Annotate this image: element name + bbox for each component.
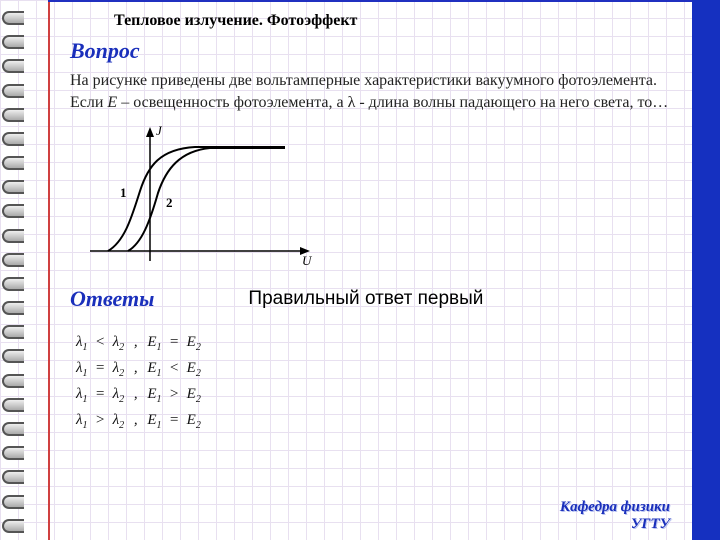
answer-options: λ1 < λ2 , E1 = E2 λ1 = λ2 , E1 < E2 λ1 =… xyxy=(76,330,670,434)
curve1-label: 1 xyxy=(120,185,127,200)
axis-x-label: U xyxy=(302,253,313,268)
question-text: На рисунке приведены две вольтамперные х… xyxy=(70,70,670,113)
topic-title: Тепловое излучение. Фотоэффект xyxy=(114,12,670,30)
var-E: E xyxy=(107,94,117,111)
answer-option-3: λ1 = λ2 , E1 > E2 xyxy=(76,382,670,408)
axis-y-label: J xyxy=(156,123,163,138)
answer-option-4: λ1 > λ2 , E1 = E2 xyxy=(76,408,670,434)
answers-row: Ответы Правильный ответ первый xyxy=(70,282,670,322)
answer-option-1: λ1 < λ2 , E1 = E2 xyxy=(76,330,670,356)
right-edge xyxy=(692,0,720,540)
iv-graph: J U 1 2 xyxy=(80,121,670,276)
slide-content: Тепловое излучение. Фотоэффект Вопрос На… xyxy=(60,0,680,540)
question-heading: Вопрос xyxy=(70,38,670,64)
answers-heading: Ответы xyxy=(70,286,154,312)
footer-line2: УГТУ xyxy=(560,516,670,533)
qtext-part2: – освещенность фотоэлемента, а xyxy=(117,94,347,111)
answer-option-2: λ1 = λ2 , E1 < E2 xyxy=(76,356,670,382)
margin-line xyxy=(48,0,50,540)
footer-line1: Кафедра физики xyxy=(560,499,670,516)
spiral-binding xyxy=(0,0,38,540)
correct-answer-label: Правильный ответ первый xyxy=(248,288,483,310)
curve2-label: 2 xyxy=(166,195,173,210)
qtext-part3: - длина волны падающего на него света, т… xyxy=(355,94,668,111)
footer-credit: Кафедра физики УГТУ xyxy=(560,499,670,532)
